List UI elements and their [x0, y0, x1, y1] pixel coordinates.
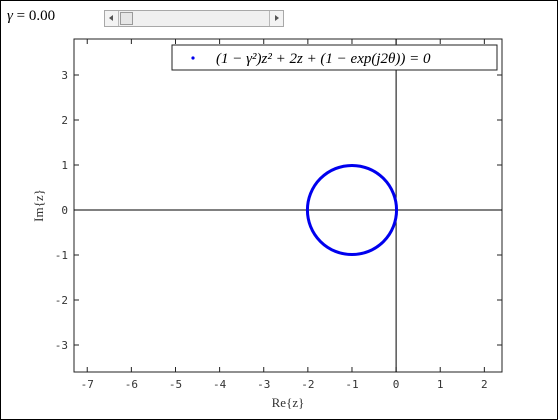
root-locus-circle [305, 163, 399, 257]
legend-label: (1 − γ²)z² + 2z + (1 − exp(j2θ)) = 0 [216, 51, 431, 67]
legend-marker-icon [191, 56, 195, 60]
gamma-symbol: γ [7, 8, 13, 24]
slider-right-arrow-icon[interactable] [269, 11, 283, 26]
x-tick-label: 1 [437, 378, 444, 391]
legend-box [171, 44, 498, 71]
plot-area [73, 38, 503, 373]
x-tick-label: 2 [481, 378, 488, 391]
y-tick-label: 0 [61, 204, 68, 217]
y-tick-label: 3 [61, 69, 68, 82]
y-ticks: -3 -2 -1 0 1 2 3 [55, 69, 502, 352]
x-tick-label: 0 [393, 378, 400, 391]
y-tick-label: -2 [55, 294, 68, 307]
slider-thumb[interactable] [120, 12, 133, 25]
x-tick-label: -3 [257, 378, 270, 391]
gamma-value-text: = 0.00 [12, 8, 56, 24]
x-tick-label: -4 [213, 378, 227, 391]
legend: (1 − γ²)z² + 2z + (1 − exp(j2θ)) = 0 [171, 44, 498, 71]
y-tick-label: 2 [61, 114, 68, 127]
y-tick-label: 1 [61, 159, 68, 172]
y-tick-label: -1 [55, 249, 68, 262]
y-tick-label: -3 [55, 339, 68, 352]
x-tick-label: -2 [301, 378, 314, 391]
x-axis-label: Re{z} [272, 395, 305, 410]
x-tick-label: -6 [125, 378, 138, 391]
gamma-slider[interactable] [104, 10, 284, 27]
x-tick-label: -7 [81, 378, 94, 391]
slider-left-arrow-icon[interactable] [105, 11, 119, 26]
x-tick-label: -5 [169, 378, 182, 391]
gamma-readout: γ = 0.00 [7, 8, 55, 25]
x-tick-label: -1 [345, 378, 358, 391]
y-axis-label: Im{z} [31, 189, 46, 222]
